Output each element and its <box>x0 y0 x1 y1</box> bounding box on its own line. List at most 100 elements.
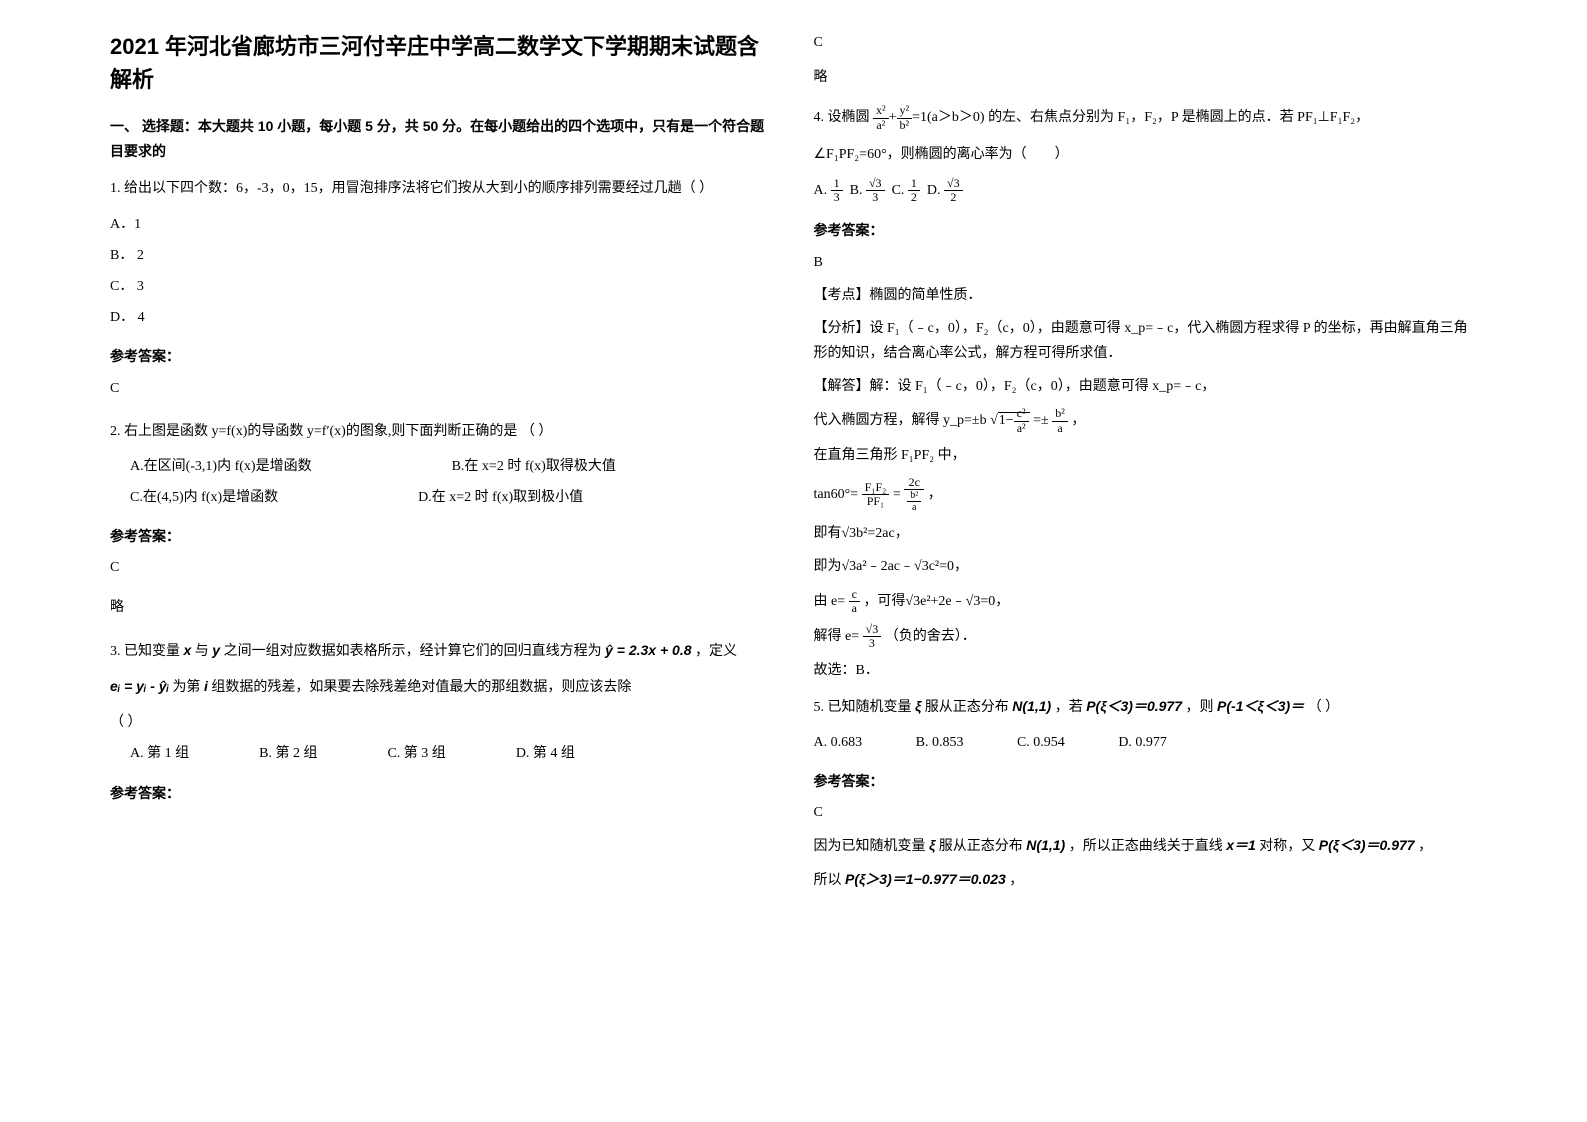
q5-exp1: 因为已知随机变量 ξ 服从正态分布 N(1,1) ，所以正态曲线关于直线 x＝1… <box>814 833 1478 859</box>
q4-a-pre: A. <box>814 183 828 198</box>
left-column: 2021 年河北省廊坊市三河付辛庄中学高二数学文下学期期末试题含解析 一、 选择… <box>90 30 794 1092</box>
q3-opt-b: B. 第 2 组 <box>259 741 317 766</box>
q4-jieda2c: ， <box>1071 413 1085 428</box>
q5-Pm1xi3: P(-1＜ξ＜3)＝ <box>1217 698 1304 714</box>
q4-d-pre: D. <box>927 183 941 198</box>
q5-line: 5. 已知随机变量 ξ 服从正态分布 N(1,1) ，若 P(ξ＜3)＝0.97… <box>814 694 1478 720</box>
q5-answer: C <box>814 800 1478 825</box>
q3-opts: A. 第 1 组 B. 第 2 组 C. 第 3 组 D. 第 4 组 <box>130 741 774 766</box>
q2-answer-label: 参考答案： <box>110 524 774 549</box>
right-column: C 略 4. 设椭圆 x²a² + y²b² =1(a＞b＞0) 的左、右焦点分… <box>794 30 1498 1092</box>
q2-opt-d: D.在 x=2 时 f(x)取到极小值 <box>418 485 583 510</box>
q2-row1: A.在区间(-3,1)内 f(x)是增函数 B.在 x=2 时 f(x)取得极大… <box>130 454 774 479</box>
q4-jieda8a: 解得 e= <box>814 629 860 644</box>
q5-xi2: ξ <box>929 837 935 853</box>
q3-text-f: 组数据的残差，如果要去除残差绝对值最大的那组数据，则应该去除 <box>211 680 631 695</box>
q1-text: 1. 给出以下四个数：6，-3，0，15，用冒泡排序法将它们按从大到小的顺序排列… <box>110 176 774 201</box>
q1-answer: C <box>110 376 774 401</box>
q5-exp-g: ， <box>1009 873 1023 888</box>
q4-line1: 4. 设椭圆 x²a² + y²b² =1(a＞b＞0) 的左、右焦点分别为 F… <box>814 104 1478 131</box>
q2-row2: C.在(4,5)内 f(x)是增函数 D.在 x=2 时 f(x)取到极小值 <box>130 485 774 510</box>
q4-opt-b-frac: √33 <box>866 177 885 204</box>
q4-opt-c-frac: 12 <box>908 177 920 204</box>
q5-exp-f: 所以 <box>814 873 842 888</box>
q3-i: i <box>204 678 208 694</box>
q1-opt-a: A．1 <box>110 212 774 237</box>
q4-jieda7b: ，可得√3e²+2e﹣√3=0， <box>863 593 1009 608</box>
q3-opt-a: A. 第 1 组 <box>130 741 189 766</box>
q5-exp-b: 服从正态分布 <box>939 839 1023 854</box>
q5-opt-b: B. 0.853 <box>916 735 964 750</box>
q4-jieda2a: 代入椭圆方程，解得 y_p=±b <box>814 413 987 428</box>
q4-F1F2-PF1: F₁F₂PF₁ <box>862 481 890 508</box>
q2-lue: 略 <box>110 595 774 620</box>
q4-jieda4a: tan60°= <box>814 487 859 502</box>
q3-text-a: 3. 已知变量 <box>110 644 180 659</box>
q2-text: 2. 右上图是函数 y=f(x)的导函数 y=f′(x)的图象,则下面判断正确的… <box>110 419 774 444</box>
q4-jieda1: 【解答】解：设 F₁（﹣c，0），F₂（c，0），由题意可得 x_p=﹣c， <box>814 374 1478 399</box>
q4-r33: √33 <box>863 623 882 650</box>
q4-ca: ca <box>849 588 860 615</box>
q3-line2: eᵢ = yᵢ - ŷᵢ 为第 i 组数据的残差，如果要去除残差绝对值最大的那组… <box>110 674 774 700</box>
q4-kaodian: 【考点】椭圆的简单性质． <box>814 283 1478 308</box>
q4-ellipse-frac2: y²b² <box>897 104 913 131</box>
q3-opt-d: D. 第 4 组 <box>516 741 575 766</box>
q3-yhat: ŷ = 2.3x + 0.8 <box>605 642 691 658</box>
q4-jieda4: tan60°= F₁F₂PF₁ = 2cb²a ， <box>814 476 1478 513</box>
q5-xi: ξ <box>915 698 921 714</box>
q4-jieda9: 故选：B． <box>814 658 1478 683</box>
q4-2c-b2a: 2cb²a <box>904 476 924 513</box>
q3-paren: （ ） <box>110 710 774 735</box>
q5-text-d: ，则 <box>1185 700 1213 715</box>
q5-Pxi3b: P(ξ＜3)＝0.977 <box>1319 837 1415 853</box>
q5-Pxi3: P(ξ＜3)＝0.977 <box>1086 698 1182 714</box>
q5-exp-c: ，所以正态曲线关于直线 <box>1069 839 1223 854</box>
q3-line1: 3. 已知变量 x 与 y 之间一组对应数据如表格所示，经计算它们的回归直线方程… <box>110 638 774 664</box>
q5-text-c: ，若 <box>1055 700 1083 715</box>
q4-jieda8: 解得 e= √33 （负的舍去）． <box>814 623 1478 650</box>
section-1-head: 一、 选择题：本大题共 10 小题，每小题 5 分，共 50 分。在每小题给出的… <box>110 114 774 164</box>
q5-exp-d: 对称，又 <box>1259 839 1315 854</box>
q4-text-c: ∠F₁PF₂=60°，则椭圆的离心率为（ ） <box>814 142 1478 167</box>
q2-opt-c: C.在(4,5)内 f(x)是增函数 <box>130 485 278 510</box>
q5-exp-e: ， <box>1418 839 1432 854</box>
q4-answer: B <box>814 250 1478 275</box>
q4-jieda3: 在直角三角形 F₁PF₂ 中， <box>814 443 1478 468</box>
q5-opt-d: D. 0.977 <box>1118 735 1167 750</box>
q3-text-e: 为第 <box>172 680 200 695</box>
q2-opt-b: B.在 x=2 时 f(x)取得极大值 <box>452 454 616 479</box>
q3-text-d: ，定义 <box>695 644 737 659</box>
q1-opt-b: B． 2 <box>110 243 774 268</box>
q4-jieda4c: ， <box>928 487 942 502</box>
q5-exp-a: 因为已知随机变量 <box>814 839 926 854</box>
q3-answer-label: 参考答案： <box>110 781 774 806</box>
q4-b-pre: B. <box>850 183 863 198</box>
q3-answer: C <box>814 30 1478 55</box>
q5-exp2: 所以 P(ξ＞3)＝1−0.977＝0.023 ， <box>814 867 1478 893</box>
q4-text-a: 4. 设椭圆 <box>814 110 870 125</box>
q1-opt-d: D． 4 <box>110 305 774 330</box>
q5-answer-label: 参考答案： <box>814 769 1478 794</box>
q5-opts: A. 0.683 B. 0.853 C. 0.954 D. 0.977 <box>814 730 1478 755</box>
q3-text-b: 与 <box>195 644 209 659</box>
q3-x: x <box>184 642 192 658</box>
q3-lue: 略 <box>814 65 1478 90</box>
q4-jieda7a: 由 e= <box>814 593 846 608</box>
q5-text-b: 服从正态分布 <box>925 700 1009 715</box>
q5-text-e: （ ） <box>1308 700 1340 715</box>
q4-jieda7: 由 e= ca ，可得√3e²+2e﹣√3=0， <box>814 588 1478 615</box>
q5-text-a: 5. 已知随机变量 <box>814 700 912 715</box>
page-title: 2021 年河北省廊坊市三河付辛庄中学高二数学文下学期期末试题含解析 <box>110 30 774 96</box>
q5-xeq1: x＝1 <box>1226 837 1256 853</box>
q4-jieda6: 即为√3a²﹣2ac﹣√3c²=0， <box>814 554 1478 579</box>
q4-b2a: b²a <box>1052 407 1068 434</box>
q4-jieda2: 代入椭圆方程，解得 y_p=±b √1−c²a² =± b²a ， <box>814 407 1478 434</box>
q1-answer-label: 参考答案： <box>110 344 774 369</box>
q3-text-c: 之间一组对应数据如表格所示，经计算它们的回归直线方程为 <box>224 644 602 659</box>
q4-opts: A. 13 B. √33 C. 12 D. √32 <box>814 177 1478 204</box>
q3-y: y <box>212 642 220 658</box>
q4-text-b: 的左、右焦点分别为 F₁，F₂，P 是椭圆上的点．若 PF₁⊥F₁F₂， <box>988 110 1369 125</box>
q4-jieda2b: =± <box>1033 413 1049 428</box>
q4-opt-d-frac: √32 <box>944 177 963 204</box>
q3-opt-c: C. 第 3 组 <box>387 741 445 766</box>
